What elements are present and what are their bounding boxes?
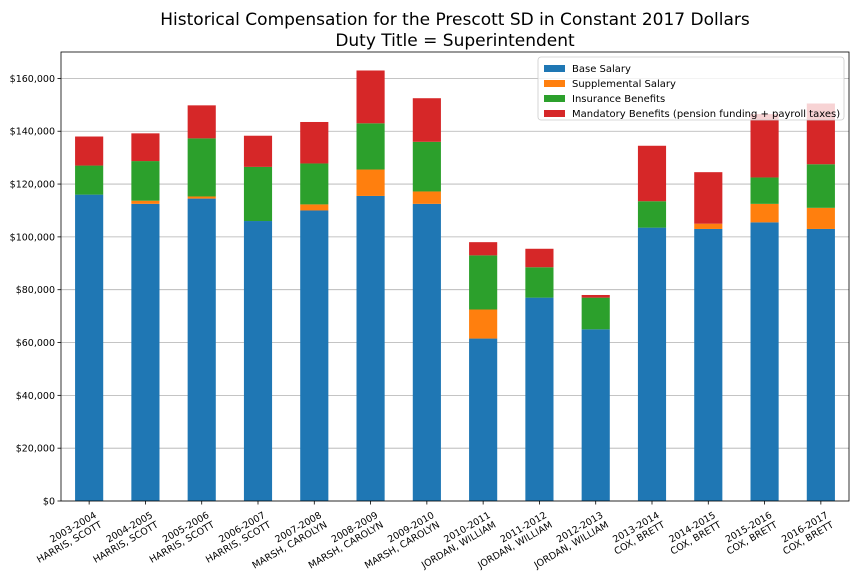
bar-segment	[750, 114, 779, 178]
x-tick-label: 2015-2016COX, BRETT	[720, 510, 780, 557]
bar-segment	[750, 177, 779, 204]
bar-segment	[469, 309, 498, 339]
bar-segment	[243, 135, 273, 167]
y-tick-label: $60,000	[16, 338, 55, 349]
bar-segment	[187, 198, 216, 501]
bar-segment	[75, 194, 104, 501]
bar-segment	[581, 297, 610, 330]
bar-segment	[525, 267, 554, 298]
legend-label: Base Salary	[572, 64, 631, 75]
bar-segment	[469, 255, 498, 310]
legend-swatch	[544, 65, 565, 72]
legend-label: Mandatory Benefits (pension funding + pa…	[572, 109, 840, 120]
bar-segment	[300, 121, 329, 164]
x-tick-label: 2013-2014COX, BRETT	[607, 510, 667, 557]
bar-segment	[581, 294, 610, 298]
bar-segment	[581, 329, 610, 501]
bar-segment	[356, 70, 385, 124]
x-axis: 2003-2004HARRIS, SCOTT 2004-2005HARRIS, S…	[35, 501, 836, 572]
bar-segment	[637, 201, 667, 228]
bar-segment	[469, 338, 498, 501]
bar-segment	[637, 227, 667, 501]
bar-segment	[806, 228, 835, 502]
legend-box	[537, 56, 845, 121]
y-tick-label: $0	[43, 497, 55, 508]
bar-segment	[131, 203, 160, 501]
bar-segment	[412, 203, 441, 501]
bar-segment	[187, 105, 216, 139]
chart-title: Historical Compensation for the Prescott…	[160, 10, 750, 30]
bar-segment	[637, 145, 667, 202]
x-tick-label: 2016-2017COX, BRETT	[776, 510, 836, 557]
bar-segment	[806, 207, 835, 229]
bar-segment	[356, 195, 385, 501]
bar-segment	[131, 133, 160, 162]
bar-segment	[243, 166, 273, 222]
bar-segment	[525, 248, 554, 268]
bar-segment	[356, 169, 385, 196]
bar-segment	[525, 297, 554, 501]
y-tick-label: $40,000	[16, 391, 55, 402]
bar-segment	[187, 196, 216, 199]
bar-segment	[412, 141, 441, 192]
bar-segment	[75, 165, 104, 195]
bar-segment	[300, 163, 329, 205]
bar-segment	[243, 221, 273, 502]
bars	[75, 70, 835, 502]
y-tick-label: $160,000	[10, 74, 55, 85]
bar-segment	[750, 222, 779, 501]
y-axis: $0 $20,000 $40,000 $60,000 $80,000 $100,000 $1…	[10, 74, 61, 508]
chart-subtitle: Duty Title = Superintendent	[335, 31, 575, 51]
bar-segment	[356, 123, 385, 170]
gridlines	[61, 78, 849, 502]
bar-segment	[694, 223, 723, 229]
y-tick-label: $100,000	[10, 232, 55, 243]
bar-segment	[300, 210, 329, 501]
bar-segment	[412, 191, 441, 204]
legend-label: Insurance Benefits	[572, 94, 665, 105]
y-tick-label: $20,000	[16, 444, 55, 455]
bar-segment	[469, 242, 498, 256]
bar-segment	[694, 172, 723, 224]
legend-swatch	[544, 80, 565, 87]
legend-label: Supplemental Salary	[572, 79, 676, 90]
bar-segment	[131, 161, 160, 201]
plot-frame	[60, 51, 850, 502]
y-tick-label: $80,000	[16, 285, 55, 296]
y-tick-label: $140,000	[10, 127, 55, 138]
bar-segment	[412, 98, 441, 142]
bar-segment	[75, 136, 104, 166]
legend-swatch	[544, 95, 565, 102]
y-tick-label: $120,000	[10, 180, 55, 191]
bar-segment	[300, 204, 329, 211]
legend-swatch	[544, 110, 565, 117]
bar-segment	[750, 203, 779, 223]
legend: Base Salary Supplemental Salary Insurance …	[537, 56, 845, 121]
bar-segment	[694, 228, 723, 502]
bar-segment	[131, 200, 160, 204]
bar-segment	[806, 164, 835, 208]
bar-segment	[187, 138, 216, 197]
x-tick-label: 2014-2015COX, BRETT	[663, 510, 723, 557]
